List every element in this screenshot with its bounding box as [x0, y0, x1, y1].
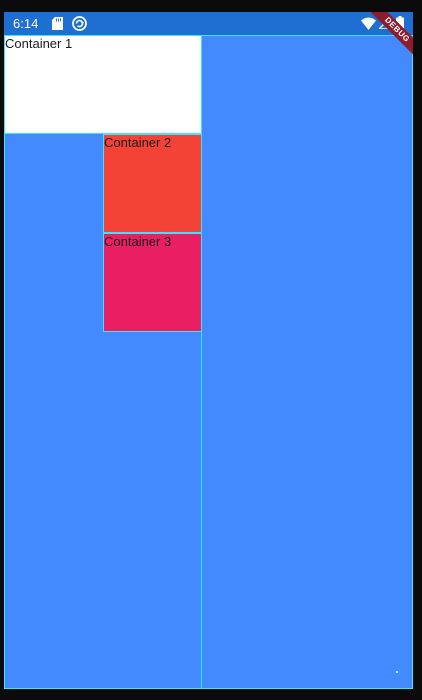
container-2: Container 2: [103, 134, 202, 233]
wifi-icon: [361, 17, 376, 30]
container-1-label: Container 1: [5, 36, 73, 51]
sync-icon: [72, 16, 87, 31]
container-1: Container 1: [4, 35, 202, 134]
decorative-dot: [396, 671, 398, 673]
container-2-label: Container 2: [104, 135, 172, 150]
status-time: 6:14: [13, 16, 39, 31]
sd-card-icon: [52, 17, 63, 30]
container-3: Container 3: [103, 233, 202, 332]
content-area: Container 1 Container 2 Container 3: [4, 35, 413, 689]
container-3-label: Container 3: [104, 234, 172, 249]
app-screen: 6:14 DE: [4, 12, 413, 689]
status-bar: 6:14: [4, 12, 413, 35]
